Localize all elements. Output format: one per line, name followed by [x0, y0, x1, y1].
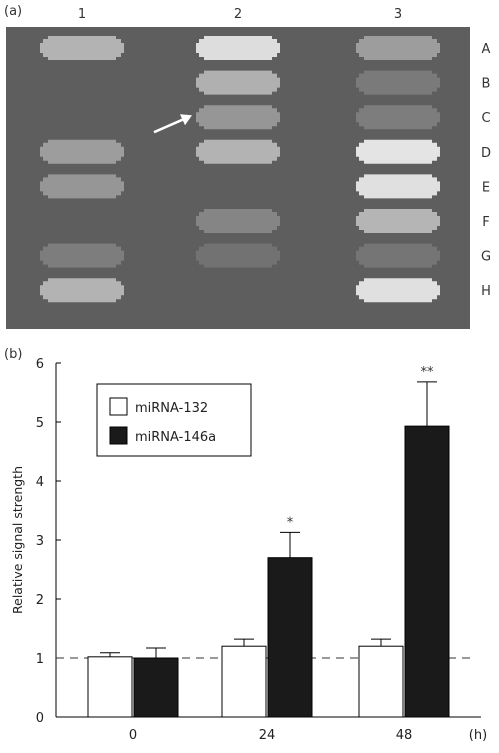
- array-spot: [356, 209, 440, 233]
- row-label: H: [481, 284, 491, 299]
- column-label: 3: [394, 7, 402, 22]
- bar: [267, 557, 313, 718]
- column-labels: 1 2 3: [78, 7, 402, 22]
- x-tick-label: 24: [259, 728, 276, 743]
- array-spot: [356, 36, 440, 60]
- column-label: 2: [234, 7, 242, 22]
- array-spot: [40, 36, 124, 60]
- arrow-indicator: [153, 114, 192, 134]
- y-tick-label: 2: [36, 593, 44, 608]
- array-spot: [40, 174, 124, 199]
- legend-label: miRNA-146a: [135, 430, 216, 445]
- row-label: D: [481, 146, 491, 161]
- array-spot: [356, 105, 440, 130]
- x-axis-unit: (h): [469, 728, 487, 743]
- bar: [221, 645, 267, 718]
- y-axis-label: Relative signal strength: [10, 466, 25, 614]
- y-tick-label: 4: [36, 475, 44, 490]
- row-label: F: [482, 215, 489, 230]
- array-spots: [40, 36, 440, 303]
- array-spot: [196, 139, 280, 164]
- array-spot: [356, 70, 440, 95]
- row-label: G: [481, 250, 491, 265]
- array-spot: [356, 243, 440, 268]
- significance-marker: *: [287, 515, 294, 530]
- array-spot: [196, 70, 280, 95]
- row-label: A: [482, 42, 491, 57]
- arrow-shaft: [153, 117, 187, 134]
- array-spot: [40, 139, 124, 164]
- legend-swatch: [109, 426, 128, 445]
- array-spot: [40, 278, 124, 303]
- y-tick-label: 1: [36, 652, 44, 667]
- panel-b-label: (b): [4, 347, 22, 362]
- array-spot: [356, 139, 440, 164]
- panel-a-label: (a): [4, 4, 22, 19]
- y-tick-label: 6: [36, 357, 44, 372]
- array-spot: [40, 243, 124, 268]
- bar-chart: 0 1 2 3 4 5 6 Relative signal strength 0 * 24 ** 48 (…: [10, 357, 487, 743]
- x-tick-label: 0: [129, 728, 137, 743]
- bar: [404, 425, 450, 718]
- significance-marker: **: [421, 365, 435, 380]
- row-label: C: [481, 111, 490, 126]
- y-tick-label: 5: [36, 416, 44, 431]
- legend-swatch: [109, 397, 128, 416]
- arrow-head: [180, 114, 192, 126]
- array-spot: [196, 209, 280, 233]
- bar: [358, 645, 404, 718]
- array-spot: [356, 278, 440, 303]
- legend-label: miRNA-132: [135, 401, 208, 416]
- array-spot: [196, 243, 280, 268]
- legend-box: [96, 383, 252, 457]
- row-label: E: [482, 180, 490, 195]
- array-spot: [196, 105, 280, 130]
- bar: [133, 657, 179, 718]
- column-label: 1: [78, 7, 86, 22]
- row-labels: A B C D E F G H: [481, 42, 491, 299]
- row-label: B: [482, 77, 491, 92]
- x-tick-label: 48: [396, 728, 413, 743]
- y-tick-label: 0: [36, 711, 44, 726]
- array-spot: [356, 174, 440, 199]
- bar: [87, 656, 133, 718]
- array-spot: [196, 36, 280, 60]
- y-tick-label: 3: [36, 534, 44, 549]
